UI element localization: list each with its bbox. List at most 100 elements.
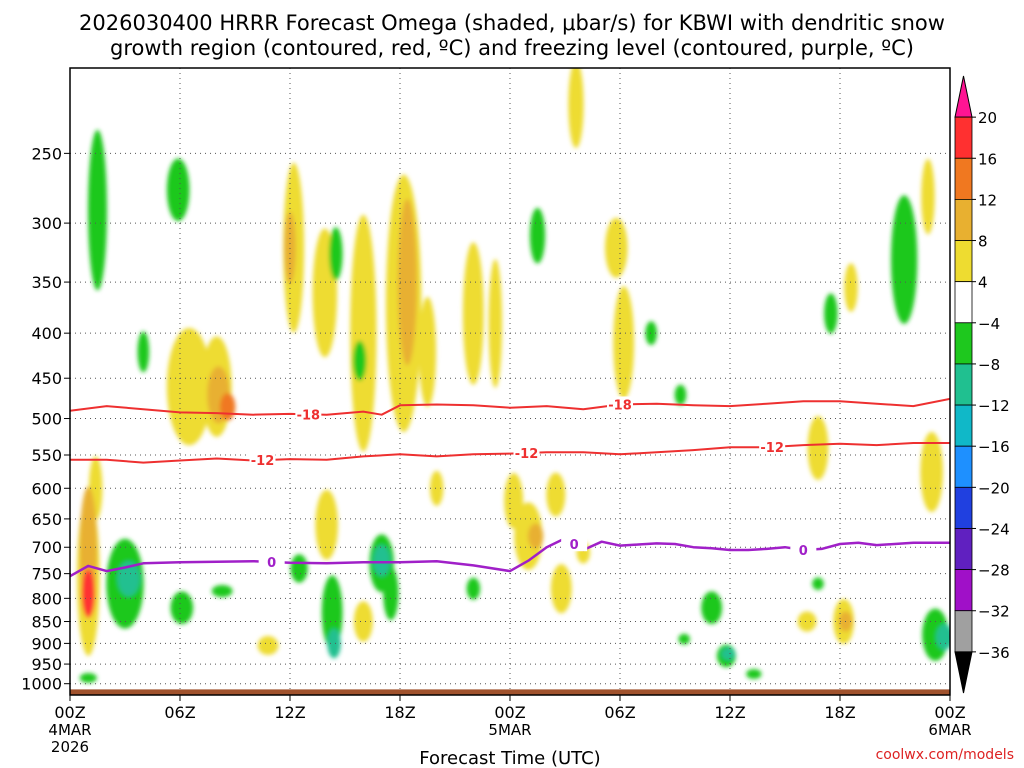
omega-region [891,195,918,324]
colorbar-bin [954,610,973,653]
omega-region [935,623,950,650]
credit-text: coolwx.com/models [876,747,1014,763]
omega-region [327,628,341,659]
colorbar-bin [954,569,973,612]
omega-region [429,470,444,506]
omega-region [605,217,628,278]
omega-shading [77,68,950,683]
colorbar-bin [954,116,973,159]
grid [70,68,950,695]
colorbar-tick-label: 12 [978,191,997,209]
omega-region [170,591,194,625]
omega-region [844,263,858,312]
colorbar-tick-label: −24 [978,520,1010,538]
omega-region [315,489,338,560]
y-tick-label: 750 [31,565,62,584]
colorbar-tick-label: −12 [978,397,1010,415]
omega-region [81,569,96,618]
omega-region [746,669,762,679]
colorbar-tick-label: −16 [978,438,1010,456]
y-tick-label: 950 [31,655,62,674]
omega-region [257,635,279,656]
omega-region [674,384,687,406]
omega-region [350,214,377,452]
colorbar-tick-label: −20 [978,479,1010,497]
colorbar: 20 16 12 8 4 −4 −8 −12 −16 −20 −24 −28 −32 −36 [954,75,1010,694]
omega-region [721,647,735,661]
chart-title-line2: growth region (contoured, red, ºC) and f… [110,36,914,60]
omega-region [807,416,829,480]
colorbar-tick-label: −28 [978,562,1010,580]
y-tick-label: 500 [31,410,62,429]
x-tick-label: 06Z [604,703,635,722]
y-tick-label: 550 [31,446,62,465]
contour-label: -12 [760,441,784,456]
colorbar-tick-label: −8 [978,356,1000,374]
omega-region [528,523,544,549]
y-tick-label: 700 [31,538,62,557]
colorbar-bin [954,486,973,529]
colorbar-bin [954,651,973,694]
colorbar-bin [954,240,973,283]
omega-region [824,293,838,334]
omega-region [488,259,503,388]
x-tick-label: 5MAR [488,721,531,739]
omega-region [352,340,367,381]
omega-region [211,584,233,598]
x-tick-label: 12Z [274,703,305,722]
omega-region [797,611,817,632]
y-tick-label: 350 [31,273,62,292]
colorbar-tick-label: 8 [978,233,988,251]
contour-line [70,397,950,416]
omega-region [88,129,107,291]
colorbar-bin [954,75,973,118]
x-tick-label: 00Z [54,703,85,722]
y-tick-label: 650 [31,510,62,529]
omega-region [397,198,417,366]
y-tick-label: 250 [31,144,62,163]
omega-region [678,633,691,645]
omega-region [546,472,566,517]
omega-region [79,673,97,683]
x-tick-label: 00Z [934,703,965,722]
y-tick-label: 400 [31,324,62,343]
colorbar-bin [954,445,973,488]
colorbar-bin [954,363,973,406]
omega-region [462,242,484,385]
colorbar-tick-label: −36 [978,644,1010,662]
contour-label-bg [759,438,786,454]
y-tick-label: 300 [31,214,62,233]
omega-region [329,227,343,281]
colorbar-bin [954,528,973,571]
colorbar-tick-label: 4 [978,274,988,292]
x-tick-label: 18Z [824,703,855,722]
x-axis-label: Forecast Time (UTC) [419,748,600,768]
omega-region [137,331,150,373]
omega-region [418,296,437,407]
contour-label-bg [513,444,540,460]
omega-region [353,601,373,642]
chart-title-line1: 2026030400 HRRR Forecast Omega (shaded, … [79,11,945,35]
y-axis: 250 300 350 400 450 500 550 600 650 700 750 800 850 9… [21,144,70,694]
omega-region [373,544,391,577]
x-tick-label: 2026 [51,738,89,756]
x-tick-label: 6MAR [928,721,971,739]
omega-region [568,68,584,149]
contour-label-bg [249,452,276,468]
contour-label: 0 [799,544,808,559]
terrain-band-rect [70,689,950,695]
y-tick-label: 900 [31,634,62,653]
colorbar-bin [954,198,973,241]
omega-region [466,577,481,600]
colorbar-tick-label: 16 [978,150,997,168]
omega-region [920,431,944,513]
omega-region [613,286,635,399]
contour-label-bg [790,541,817,557]
contour-label: 0 [267,556,276,571]
omega-region [117,561,140,597]
colorbar-tick-label: −32 [978,603,1010,621]
omega-region [645,321,658,346]
contour-label-bg [561,536,588,552]
omega-region [921,159,935,235]
